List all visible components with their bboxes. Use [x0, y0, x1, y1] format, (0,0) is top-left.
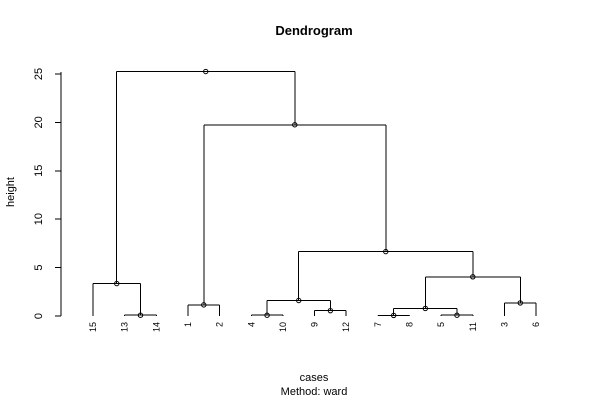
leaf-label: 4	[246, 322, 256, 327]
leaf-label: 11	[468, 322, 478, 331]
y-tick-label: 10	[33, 213, 45, 225]
leaf-label: 12	[341, 322, 351, 332]
y-tick-label: 0	[33, 313, 45, 319]
y-tick-label: 25	[33, 68, 45, 80]
leaf-label: 6	[531, 322, 541, 327]
y-tick-label: 5	[33, 265, 45, 271]
leaf-label: 7	[373, 322, 383, 327]
leaf-label: 14	[151, 322, 161, 332]
method-label: Method: ward	[281, 386, 348, 398]
leaf-label: 1	[183, 322, 193, 327]
chart-title: Dendrogram	[275, 23, 352, 38]
y-axis-label: height	[5, 177, 17, 207]
y-tick-label: 15	[33, 165, 45, 177]
leaf-label: 13	[120, 322, 130, 332]
dendrogram-tree	[92, 68, 537, 319]
x-axis-label: cases	[300, 372, 329, 384]
leaf-label: 9	[310, 322, 320, 327]
leaf-label: 10	[278, 322, 288, 332]
leaf-label: 3	[499, 322, 509, 327]
leaf-label: 8	[405, 322, 415, 327]
y-axis: 0 5 10 15 20 25	[33, 68, 62, 319]
leaf-labels: 15 13 14 1 2 4 10 9 12 7 8 5 11 3 6	[88, 322, 541, 332]
merge-node-point	[203, 68, 209, 75]
leaf-label: 15	[88, 322, 98, 332]
leaf-label: 2	[215, 322, 225, 327]
leaf-label: 5	[436, 322, 446, 327]
y-tick-label: 20	[33, 116, 45, 128]
